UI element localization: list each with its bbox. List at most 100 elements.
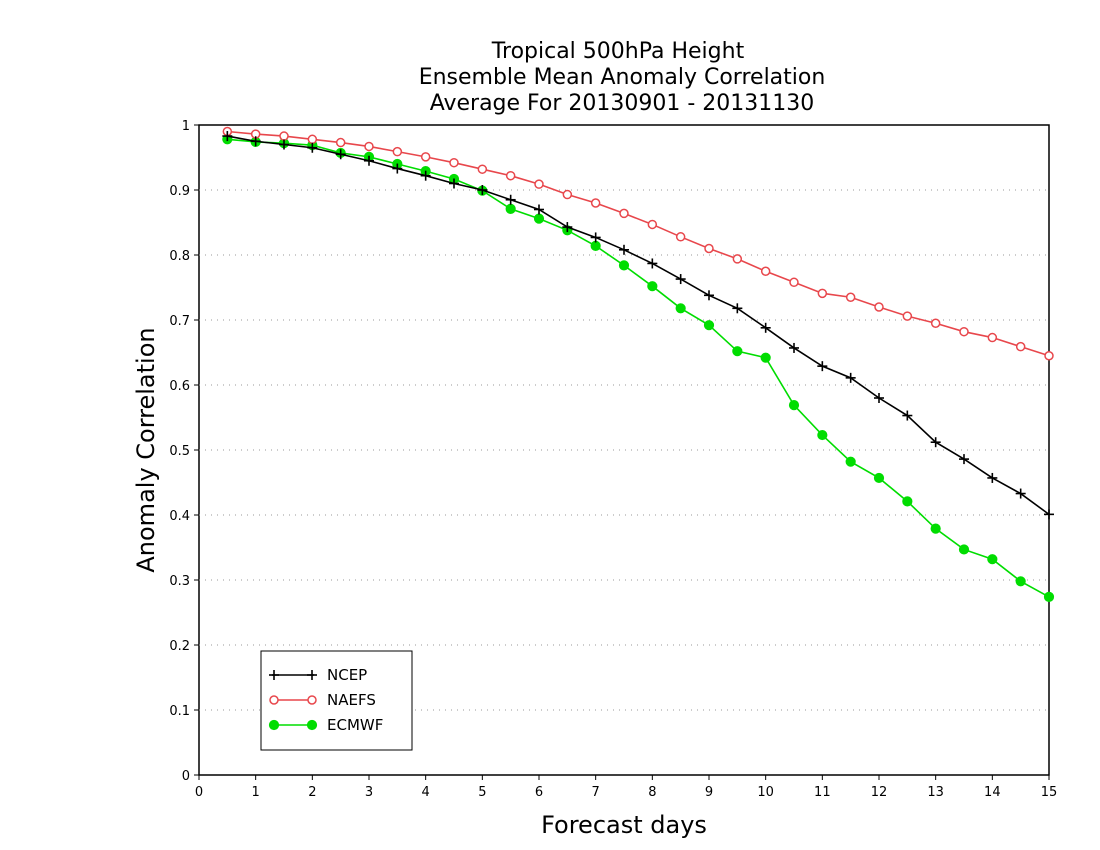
data-point-ncep bbox=[930, 437, 941, 448]
data-point-ecmwf bbox=[1043, 591, 1055, 603]
data-point-naefs bbox=[562, 189, 573, 200]
y-tick-label: 0.9 bbox=[169, 184, 190, 199]
x-tick-label: 11 bbox=[814, 785, 831, 800]
y-tick-label: 0.7 bbox=[169, 314, 190, 329]
data-point-naefs bbox=[704, 243, 714, 254]
x-tick-label: 0 bbox=[195, 785, 203, 800]
legend-marker-naefs bbox=[307, 695, 317, 705]
series-layer bbox=[222, 126, 1055, 603]
data-point-ecmwf bbox=[647, 281, 658, 292]
data-point-naefs bbox=[760, 266, 771, 276]
series-ncep bbox=[222, 131, 1054, 520]
data-point-naefs bbox=[732, 254, 743, 264]
axis-ticks: 00.10.20.30.40.50.60.70.80.910 1 2 3 4 5 6 7 8 9 1… bbox=[169, 119, 1057, 800]
data-point-ecmwf bbox=[1015, 576, 1026, 587]
data-point-ecmwf bbox=[703, 320, 715, 331]
data-point-ncep bbox=[505, 194, 516, 205]
data-point-ecmwf bbox=[618, 260, 630, 271]
data-point-ncep bbox=[789, 342, 799, 353]
legend-sample-ecmwf bbox=[268, 719, 318, 731]
legend-marker-ncep bbox=[269, 670, 279, 680]
data-point-naefs bbox=[1015, 341, 1026, 352]
data-point-ecmwf bbox=[675, 303, 686, 314]
chart-title-line-3: Average For 20130901 - 20131130 bbox=[430, 91, 815, 116]
data-point-ecmwf bbox=[958, 544, 970, 555]
data-point-ecmwf bbox=[505, 203, 516, 214]
data-point-ncep bbox=[590, 232, 601, 243]
data-point-ncep bbox=[874, 393, 884, 403]
data-point-ecmwf bbox=[873, 472, 885, 484]
data-point-ncep bbox=[307, 142, 318, 153]
data-point-ncep bbox=[534, 204, 544, 215]
x-tick-label: 13 bbox=[927, 785, 944, 800]
x-tick-label: 15 bbox=[1041, 785, 1058, 800]
data-point-ncep bbox=[817, 361, 828, 372]
data-point-ncep bbox=[959, 454, 969, 465]
series-line-ncep bbox=[227, 135, 1050, 515]
data-point-ncep bbox=[760, 322, 771, 333]
y-tick-label: 0 bbox=[182, 769, 190, 784]
data-point-ecmwf bbox=[760, 352, 771, 363]
series-line-naefs bbox=[227, 130, 1050, 357]
x-tick-label: 12 bbox=[871, 785, 888, 800]
data-point-ecmwf bbox=[817, 429, 828, 441]
series-line-ecmwf bbox=[227, 138, 1050, 598]
data-point-ecmwf bbox=[788, 400, 800, 411]
data-point-naefs bbox=[987, 332, 998, 343]
data-point-naefs bbox=[364, 141, 374, 152]
legend-sample-ncep bbox=[269, 670, 317, 680]
series-naefs bbox=[222, 126, 1054, 361]
data-point-naefs bbox=[675, 232, 686, 242]
data-point-naefs bbox=[845, 292, 856, 302]
data-point-naefs bbox=[477, 164, 488, 174]
data-point-ncep bbox=[732, 303, 743, 314]
data-point-ncep bbox=[392, 163, 403, 174]
x-tick-label: 9 bbox=[705, 785, 713, 800]
data-point-naefs bbox=[392, 146, 403, 157]
y-tick-label: 0.1 bbox=[169, 704, 190, 719]
data-point-ecmwf bbox=[590, 240, 601, 251]
data-point-naefs bbox=[335, 137, 346, 148]
data-point-naefs bbox=[789, 277, 799, 288]
legend-marker-ecmwf bbox=[306, 719, 318, 731]
x-tick-label: 5 bbox=[478, 785, 486, 800]
data-point-naefs bbox=[1044, 351, 1054, 361]
data-point-ecmwf bbox=[533, 213, 545, 224]
data-point-ncep bbox=[704, 290, 714, 301]
x-tick-label: 4 bbox=[422, 785, 430, 800]
data-point-naefs bbox=[874, 302, 884, 312]
y-tick-label: 1 bbox=[182, 119, 190, 134]
data-point-ncep bbox=[477, 185, 488, 195]
legend-marker-naefs bbox=[269, 695, 279, 705]
x-axis-label: Forecast days bbox=[541, 811, 707, 839]
legend-label-ecmwf: ECMWF bbox=[327, 716, 383, 734]
data-point-ncep bbox=[1044, 509, 1054, 520]
data-point-naefs bbox=[307, 134, 318, 145]
data-point-ncep bbox=[845, 372, 856, 383]
x-tick-label: 14 bbox=[984, 785, 1001, 800]
x-tick-label: 3 bbox=[365, 785, 373, 800]
data-point-ecmwf bbox=[732, 346, 743, 357]
data-point-naefs bbox=[590, 198, 601, 208]
x-tick-label: 10 bbox=[757, 785, 774, 800]
series-ecmwf bbox=[222, 134, 1055, 603]
data-point-naefs bbox=[279, 131, 289, 141]
x-tick-label: 2 bbox=[308, 785, 316, 800]
data-point-naefs bbox=[817, 288, 828, 299]
legend-marker-ecmwf bbox=[268, 719, 280, 731]
data-point-naefs bbox=[647, 219, 658, 230]
data-point-naefs bbox=[619, 208, 629, 219]
data-point-ecmwf bbox=[930, 523, 941, 534]
data-point-ncep bbox=[449, 178, 459, 189]
data-point-ncep bbox=[675, 274, 686, 285]
legend-sample-naefs bbox=[269, 695, 317, 705]
data-point-naefs bbox=[420, 152, 431, 162]
data-point-naefs bbox=[902, 311, 913, 321]
y-tick-label: 0.3 bbox=[169, 574, 190, 589]
legend: NCEP NAEFS ECMWF bbox=[260, 650, 413, 751]
x-tick-label: 1 bbox=[252, 785, 260, 800]
data-point-ncep bbox=[1015, 488, 1026, 499]
data-point-ncep bbox=[279, 139, 289, 150]
data-point-ncep bbox=[619, 244, 629, 255]
legend-label-ncep: NCEP bbox=[327, 666, 367, 684]
